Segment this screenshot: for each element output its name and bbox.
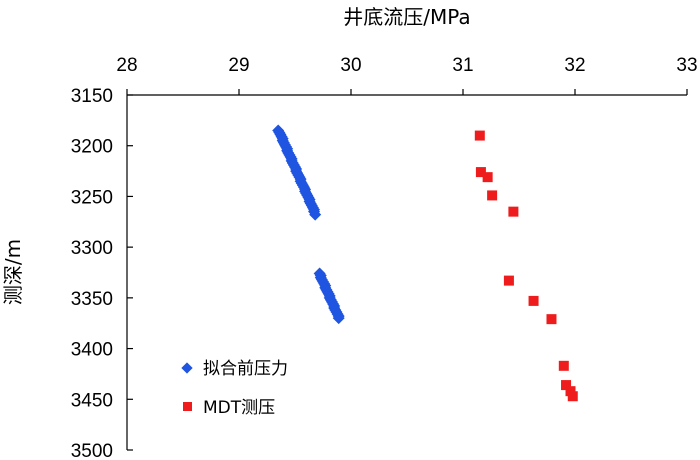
scatter-point-mdt <box>546 314 557 325</box>
x-tick-label: 33 <box>676 55 697 76</box>
scatter-point-mdt <box>558 360 569 371</box>
scatter-point-mdt <box>475 167 486 178</box>
legend-label-mdt: MDT测压 <box>203 398 275 418</box>
legend: 拟合前压力 MDT测压 <box>181 359 288 418</box>
scatter-point-mdt <box>482 172 493 183</box>
y-tick-label: 3300 <box>71 238 113 259</box>
x-axis: 28 29 30 31 32 33 井底流压/MPa <box>116 5 698 96</box>
y-tick-label: 3400 <box>71 340 113 361</box>
y-tick-label: 3500 <box>71 441 113 460</box>
x-tick-label: 29 <box>228 55 249 76</box>
plot-marks <box>272 124 578 402</box>
scatter-point-fit-pressure <box>309 208 322 221</box>
scatter-point-mdt <box>565 386 576 397</box>
scatter-point-mdt <box>503 275 514 286</box>
x-tick-label: 32 <box>564 55 585 76</box>
scatter-point-mdt <box>567 391 578 402</box>
y-ticks: 3150 3200 3250 3300 3350 3400 3450 3500 <box>71 86 133 460</box>
scatter-point-mdt <box>508 206 519 217</box>
scatter-point-mdt <box>474 130 485 141</box>
y-tick-label: 3450 <box>71 390 113 411</box>
y-tick-label: 3350 <box>71 289 113 310</box>
y-axis-title: 测深/m <box>1 239 25 305</box>
x-tick-label: 30 <box>340 55 361 76</box>
legend-marker-fit-pressure <box>181 362 193 374</box>
y-tick-label: 3200 <box>71 137 113 158</box>
scatter-point-mdt <box>528 295 539 306</box>
x-axis-title: 井底流压/MPa <box>343 5 470 29</box>
y-axis: 3150 3200 3250 3300 3350 3400 3450 3500 测深/m <box>1 86 133 460</box>
x-tick-label: 28 <box>116 55 137 76</box>
x-tick-label: 31 <box>452 55 473 76</box>
x-ticks: 28 29 30 31 32 33 <box>116 55 698 95</box>
scatter-point-fit-pressure <box>332 312 345 325</box>
scatter-point-mdt <box>487 190 498 201</box>
y-tick-label: 3250 <box>71 187 113 208</box>
y-tick-label: 3150 <box>71 86 113 107</box>
legend-label-fit-pressure: 拟合前压力 <box>203 359 288 379</box>
legend-marker-mdt <box>183 402 192 411</box>
scatter-point-mdt <box>561 380 572 391</box>
